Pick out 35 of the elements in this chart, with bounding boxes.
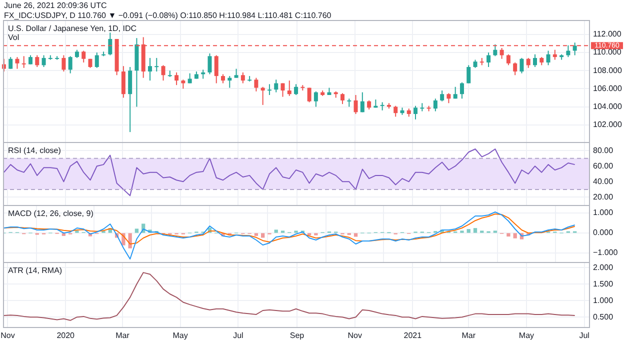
y-tick-label: 2.000	[593, 262, 614, 272]
x-tick-label: Mar	[116, 331, 130, 340]
text: RSI (14, close)	[8, 146, 62, 155]
y-tick-label: 0.500	[593, 312, 614, 322]
y-tick-label: 1.000	[593, 296, 614, 305]
x-tick-label: Nov	[0, 331, 15, 340]
x-tick-label: May	[172, 331, 188, 340]
y-tick-label: 112.000	[593, 30, 622, 39]
text: June 26, 2021 20:09:36 UTC	[4, 1, 107, 10]
x-tick-label: Nov	[348, 331, 362, 340]
y-tick-label: 60.00	[593, 161, 614, 170]
text: ATR (14, RMA)	[8, 266, 62, 275]
x-tick-label: Jul	[233, 331, 244, 340]
text: U.S. Dollar / Japanese Yen, 1D, IDC	[8, 24, 137, 33]
x-tick-label: Mar	[462, 331, 476, 340]
y-tick-label: 1.000	[593, 208, 614, 218]
x-tick-label: Jul	[579, 331, 590, 340]
y-tick-label: −1.000	[593, 248, 618, 258]
x-tick-label: 2020	[56, 331, 76, 340]
y-tick-label: 1.500	[593, 279, 614, 288]
x-tick-label: Sep	[290, 331, 305, 340]
y-tick-label: 102.000	[593, 120, 622, 130]
text: MACD (12, 26, close, 9)	[8, 209, 94, 218]
y-tick-label: 80.00	[593, 146, 614, 155]
y-tick-label: 108.000	[593, 66, 622, 75]
y-tick-label: 0.000	[593, 228, 614, 238]
annotation: Vol	[8, 33, 20, 42]
x-tick-label: 2021	[404, 331, 422, 340]
annotation: FX_IDC:USDJPY, D 110.760 ▼ −0.091 (−0.08%) O:110.850 H:110.984 L:110.481 C:110.760	[4, 11, 332, 20]
y-tick-label: 110.000	[593, 48, 622, 57]
y-tick-label: 106.000	[593, 84, 622, 93]
x-tick-label: May	[518, 331, 534, 340]
y-tick-label: 20.00	[593, 192, 614, 202]
y-tick-label: 40.00	[593, 176, 614, 186]
y-tick-label: 104.000	[593, 102, 622, 111]
